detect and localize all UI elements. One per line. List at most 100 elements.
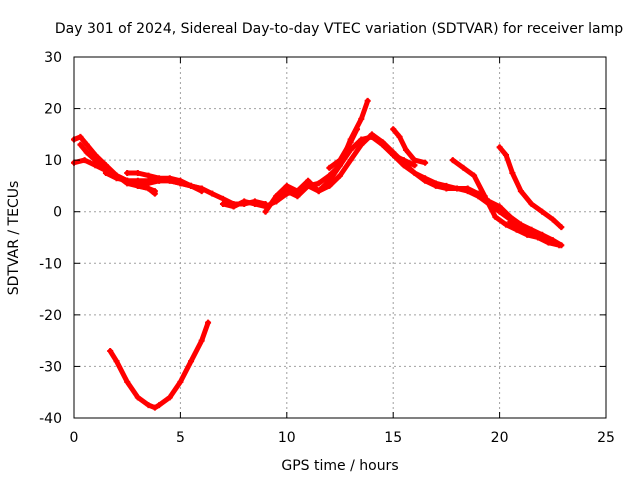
data-point [209, 190, 216, 197]
data-point [509, 170, 516, 177]
data-point [230, 203, 237, 210]
data-point [102, 170, 109, 177]
x-tick-label: 15 [384, 430, 402, 446]
data-point [347, 157, 354, 164]
y-tick-label: -30 [39, 359, 62, 375]
data-point [558, 224, 565, 231]
data-point [134, 394, 141, 401]
data-point [305, 177, 312, 184]
data-point [145, 172, 152, 179]
data-point [354, 126, 361, 133]
y-tick-label: -40 [39, 411, 62, 427]
data-point [422, 177, 429, 184]
data-point [315, 180, 322, 187]
data-point [124, 378, 131, 385]
data-point [539, 231, 546, 238]
series-track-e [103, 170, 205, 194]
plot-area-border [73, 56, 607, 419]
data-point [124, 170, 131, 177]
data-point [326, 182, 333, 189]
data-point [151, 404, 158, 411]
data-point [241, 198, 248, 205]
data-point [454, 185, 461, 192]
data-point [432, 182, 439, 189]
data-point [107, 347, 114, 354]
data-point [156, 177, 163, 184]
data-point [113, 175, 120, 182]
series-track-o [107, 320, 211, 411]
data-point [558, 242, 565, 249]
data-point [198, 337, 205, 344]
data-point [475, 193, 482, 200]
data-point [134, 182, 141, 189]
data-point [411, 162, 418, 169]
data-point [124, 177, 131, 184]
data-point [443, 185, 450, 192]
data-point [81, 157, 88, 164]
data-point [358, 141, 365, 148]
y-tick-label: -10 [39, 256, 62, 272]
data-point [507, 219, 514, 226]
data-point [83, 149, 90, 156]
data-point [368, 131, 375, 138]
data-point [134, 170, 141, 177]
data-point [496, 144, 503, 151]
data-point [502, 221, 509, 228]
y-tick-label: 0 [53, 205, 62, 221]
series-track-j [326, 126, 360, 171]
data-point [83, 141, 90, 148]
data-point [517, 188, 524, 195]
y-tick-label: 10 [44, 153, 62, 169]
data-point [145, 185, 152, 192]
data-point [390, 151, 397, 158]
series-track-m [497, 144, 564, 230]
x-tick-label: 10 [278, 430, 296, 446]
data-point [422, 159, 429, 166]
data-point [177, 180, 184, 187]
data-point [102, 164, 109, 171]
data-point [156, 402, 163, 409]
data-point [471, 172, 478, 179]
x-tick-label: 20 [491, 430, 509, 446]
data-point [151, 188, 158, 195]
data-point [219, 200, 226, 207]
data-point [460, 164, 467, 171]
data-point [166, 394, 173, 401]
data-point [502, 151, 509, 158]
data-point [188, 182, 195, 189]
data-point [113, 358, 120, 365]
data-point [294, 193, 301, 200]
y-axis-title: SDTVAR / TECUs [6, 181, 22, 296]
data-point [464, 188, 471, 195]
data-point [411, 170, 418, 177]
data-point [528, 200, 535, 207]
data-point [528, 229, 535, 236]
data-point [379, 141, 386, 148]
data-point [315, 188, 322, 195]
data-point [77, 141, 84, 148]
data-point [517, 224, 524, 231]
data-point [549, 237, 556, 244]
y-tick-label: -20 [39, 308, 62, 324]
axis-ticks: 0 5 10 15 20 25 -40 -30 -20 -10 0 10 20 30 [39, 50, 615, 446]
data-point [273, 198, 280, 205]
data-point [251, 200, 258, 207]
x-tick-label: 0 [70, 430, 79, 446]
data-point [402, 146, 409, 153]
data-point [364, 97, 371, 104]
data-point [390, 126, 397, 133]
data-point [188, 358, 195, 365]
data-point [134, 177, 141, 184]
data-point [305, 182, 312, 189]
data-point [400, 162, 407, 169]
data-point [337, 162, 343, 169]
data-point [92, 162, 99, 169]
data-point [326, 164, 333, 171]
y-tick-label: 20 [44, 102, 62, 118]
data-point [549, 216, 556, 223]
data-point [539, 208, 546, 215]
data-point [205, 319, 212, 326]
data-point [198, 188, 205, 195]
